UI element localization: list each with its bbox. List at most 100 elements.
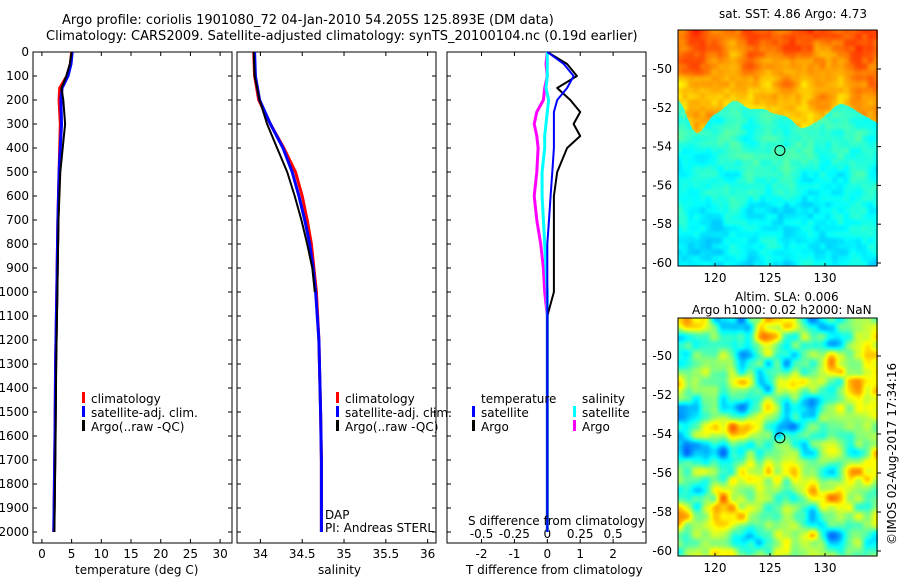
profile-line-2 (252, 51, 316, 293)
lon-tick-label: 120 (704, 271, 727, 285)
legend-swatch (336, 420, 339, 431)
legend-swatch (82, 406, 85, 417)
y-tick-label: 600 (6, 189, 29, 203)
temp-xlabel: temperature (deg C) (75, 563, 199, 577)
y-tick-label: 1800 (0, 477, 29, 491)
sla-map-title: Altim. SLA: 0.006 (735, 290, 839, 304)
dap-label: DAP (325, 508, 350, 522)
y-tick-label: 1300 (0, 357, 29, 371)
legend-climatology: climatology (82, 392, 161, 406)
legend-satellite: satellite-adj. clim. (82, 406, 198, 420)
legend-swatch (472, 420, 475, 431)
s-diff-tick-label: 0.25 (567, 527, 594, 541)
legend-swatch (573, 420, 576, 431)
lon-tick-label: 130 (814, 271, 837, 285)
s-diff-tick-label: -0.5 (470, 527, 493, 541)
y-tick-label: 1400 (0, 381, 29, 395)
legend-swatch (336, 392, 339, 403)
legend-swatch (82, 420, 85, 431)
plot-frame (236, 51, 437, 544)
plot-frame (32, 51, 233, 544)
legend-argo: Argo(..raw -QC) (336, 420, 438, 434)
lat-tick-label: -52 (652, 388, 672, 402)
lat-tick-label: -54 (652, 427, 672, 441)
x-tick-label: 36 (420, 547, 435, 561)
lat-tick-label: -56 (652, 178, 672, 192)
y-tick-label: 900 (6, 261, 29, 275)
tdiff-xlabel: T difference from climatology (466, 563, 643, 577)
sst-map-title: sat. SST: 4.86 Argo: 4.73 (719, 7, 868, 21)
x-tick-label: 34.5 (289, 547, 316, 561)
y-tick-label: 1100 (0, 309, 29, 323)
lat-tick-label: -58 (652, 217, 672, 231)
y-tick-label: 800 (6, 237, 29, 251)
legend-swatch (573, 406, 576, 417)
lat-tick-label: -56 (652, 466, 672, 480)
y-tick-label: 2000 (0, 525, 29, 539)
argo-location-marker (774, 432, 786, 444)
x-tick-label: 5 (68, 547, 76, 561)
y-tick-label: 1000 (0, 285, 29, 299)
legend-salinity-heading: salinity (582, 392, 626, 406)
x-tick-label: 25 (183, 547, 198, 561)
sst-map (678, 30, 878, 266)
lon-tick-label: 125 (759, 271, 782, 285)
legend-swatch (472, 406, 475, 417)
lat-tick-label: -60 (652, 544, 672, 558)
y-tick-label: 200 (6, 93, 29, 107)
copyright-stamp: ©IMOS 02-Aug-2017 17:34:16 (885, 362, 899, 545)
s-diff-tick-label: 0 (544, 527, 552, 541)
y-tick-label: 1200 (0, 333, 29, 347)
x-tick-label: 0 (544, 547, 552, 561)
t-satellite-diff-line (546, 51, 575, 532)
legend-t-argo: Argo (472, 420, 509, 434)
x-tick-label: 30 (212, 547, 227, 561)
map-frame (677, 317, 878, 557)
legend-climatology: climatology (336, 392, 415, 406)
x-tick-label: 34 (253, 547, 268, 561)
lon-tick-label: 125 (759, 561, 782, 575)
x-tick-label: 35.5 (372, 547, 399, 561)
legend-swatch (82, 392, 85, 403)
y-tick-label: 100 (6, 69, 29, 83)
title-line1: Argo profile: coriolis 1901080_72 04-Jan… (62, 13, 554, 28)
argo-location-marker (774, 144, 786, 156)
legend-t-satellite: satellite (472, 406, 529, 420)
y-tick-label: 1600 (0, 429, 29, 443)
x-tick-label: 15 (123, 547, 138, 561)
lat-tick-label: -52 (652, 101, 672, 115)
lon-tick-label: 130 (814, 561, 837, 575)
legend-satellite: satellite-adj. clim. (336, 406, 452, 420)
y-tick-label: 400 (6, 141, 29, 155)
sal-xlabel: salinity (318, 563, 362, 577)
x-tick-label: -2 (476, 547, 488, 561)
y-tick-label: 0 (21, 45, 29, 59)
y-tick-label: 1900 (0, 501, 29, 515)
legend-swatch (336, 406, 339, 417)
map-frame (677, 29, 878, 267)
legend-s-argo: Argo (573, 420, 610, 434)
lat-tick-label: -54 (652, 140, 672, 154)
profile-line-1 (253, 51, 323, 532)
lon-tick-label: 120 (704, 561, 727, 575)
pi-label: PI: Andreas STERL (325, 521, 435, 535)
y-tick-label: 700 (6, 213, 29, 227)
x-tick-label: 35 (336, 547, 351, 561)
lat-tick-label: -50 (652, 62, 672, 76)
x-tick-label: 10 (94, 547, 109, 561)
y-tick-label: 1700 (0, 453, 29, 467)
s-diff-tick-label: 0.5 (604, 527, 623, 541)
x-tick-label: 20 (153, 547, 168, 561)
t-argo-diff-line (546, 51, 582, 532)
x-tick-label: 1 (576, 547, 584, 561)
title-line2: Climatology: CARS2009. Satellite-adjuste… (46, 29, 638, 44)
y-tick-label: 1500 (0, 405, 29, 419)
legend-s-satellite: satellite (573, 406, 630, 420)
x-tick-label: -1 (508, 547, 520, 561)
sla-map-subtitle: Argo h1000: 0.02 h2000: NaN (692, 303, 872, 317)
y-tick-label: 300 (6, 117, 29, 131)
lat-tick-label: -58 (652, 505, 672, 519)
s-diff-tick-label: -0.25 (499, 527, 530, 541)
